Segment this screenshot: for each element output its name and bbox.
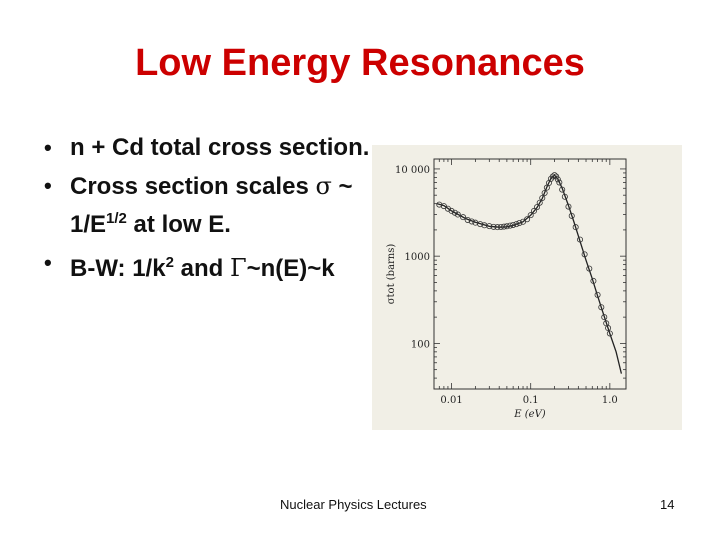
bullet-text-part: Cross section scales xyxy=(70,173,316,200)
data-point xyxy=(448,207,455,214)
greek-symbol: Γ xyxy=(229,254,247,282)
fit-curve xyxy=(436,174,623,374)
bullet-item: • n + Cd total cross section. xyxy=(44,132,374,164)
data-point xyxy=(572,224,579,231)
y-tick-label: 1000 xyxy=(405,252,430,263)
data-point xyxy=(460,214,467,221)
bullet-text-part: at low E. xyxy=(126,211,231,238)
bullet-text: B-W: 1/k2 and Γ~n(E)~k xyxy=(70,254,335,282)
superscript: 1/2 xyxy=(106,210,127,227)
data-point xyxy=(594,291,601,298)
data-point xyxy=(516,220,523,227)
slide-title: Low Energy Resonances xyxy=(135,42,585,84)
data-point xyxy=(598,304,605,311)
data-point xyxy=(551,172,558,179)
data-point xyxy=(464,216,471,223)
y-axis-label: σtot (barns) xyxy=(386,244,397,305)
bullet-text: n + Cd total cross section. xyxy=(70,134,369,161)
bullet-text-part: ~ 1/E xyxy=(70,173,353,238)
bullet-dot: • xyxy=(44,250,52,275)
data-point xyxy=(510,221,517,228)
x-tick-label: 0.01 xyxy=(440,395,462,406)
data-point xyxy=(477,221,484,228)
data-point xyxy=(490,223,497,230)
x-tick-label: 0.1 xyxy=(523,395,539,406)
data-point xyxy=(503,223,510,230)
x-axis-label: E (eV) xyxy=(513,409,546,420)
data-point xyxy=(527,212,534,219)
data-point xyxy=(606,330,613,337)
bullet-text-part: n + Cd total cross section. xyxy=(70,134,370,161)
data-point xyxy=(530,207,537,214)
data-point xyxy=(581,251,588,258)
x-tick-label: 1.0 xyxy=(602,395,618,406)
data-point xyxy=(536,199,543,206)
y-tick-label: 100 xyxy=(411,339,430,350)
data-point xyxy=(565,203,572,210)
data-point xyxy=(486,223,493,230)
data-point xyxy=(454,211,461,218)
bullet-item: • Cross section scales σ ~ 1/E1/2 at low … xyxy=(44,170,374,241)
cross-section-plot: 0.01 0.1 1.0 100 1000 10 000 E (eV) σtot (barns… xyxy=(386,158,627,420)
data-point xyxy=(586,265,593,272)
cross-section-figure: 0.01 0.1 1.0 100 1000 10 000 E (eV) σtot (barns… xyxy=(372,145,682,430)
data-point xyxy=(590,277,597,284)
data-point xyxy=(501,223,508,230)
data-point xyxy=(568,212,575,219)
data-point xyxy=(533,204,540,211)
data-point xyxy=(497,223,504,230)
data-point xyxy=(451,209,458,216)
data-point xyxy=(541,189,548,196)
data-point xyxy=(549,173,556,180)
page-number: 14 xyxy=(660,497,675,512)
data-point xyxy=(507,222,514,229)
bullet-list: • n + Cd total cross section. • Cross sect… xyxy=(44,132,374,291)
bullet-dot: • xyxy=(44,173,52,198)
bullet-item: • B-W: 1/k2 and Γ~n(E)~k xyxy=(44,247,374,285)
bullet-text: Cross section scales σ ~ 1/E1/2 at low E… xyxy=(70,172,353,238)
data-point xyxy=(494,224,501,231)
data-point xyxy=(577,236,584,243)
bullet-text-part: B-W: 1/k xyxy=(70,255,166,282)
greek-symbol: σ xyxy=(315,172,332,200)
data-point xyxy=(468,218,475,225)
y-tick-label: 10 000 xyxy=(395,165,430,176)
bullet-dot: • xyxy=(44,135,52,160)
data-point xyxy=(561,193,568,200)
data-point xyxy=(513,221,520,228)
data-point xyxy=(559,186,566,193)
data-point xyxy=(556,179,563,186)
data-point xyxy=(553,173,560,180)
plot-frame xyxy=(433,158,627,390)
footer-text: Nuclear Physics Lectures xyxy=(280,497,427,512)
bullet-text-part: and xyxy=(173,255,230,282)
data-point xyxy=(554,176,561,183)
data-point xyxy=(601,314,608,321)
data-point xyxy=(524,216,531,223)
bullet-text-part: ~n(E)~k xyxy=(246,255,335,282)
data-point xyxy=(605,325,612,332)
data-point xyxy=(539,194,546,201)
superscript: 2 xyxy=(165,254,174,271)
